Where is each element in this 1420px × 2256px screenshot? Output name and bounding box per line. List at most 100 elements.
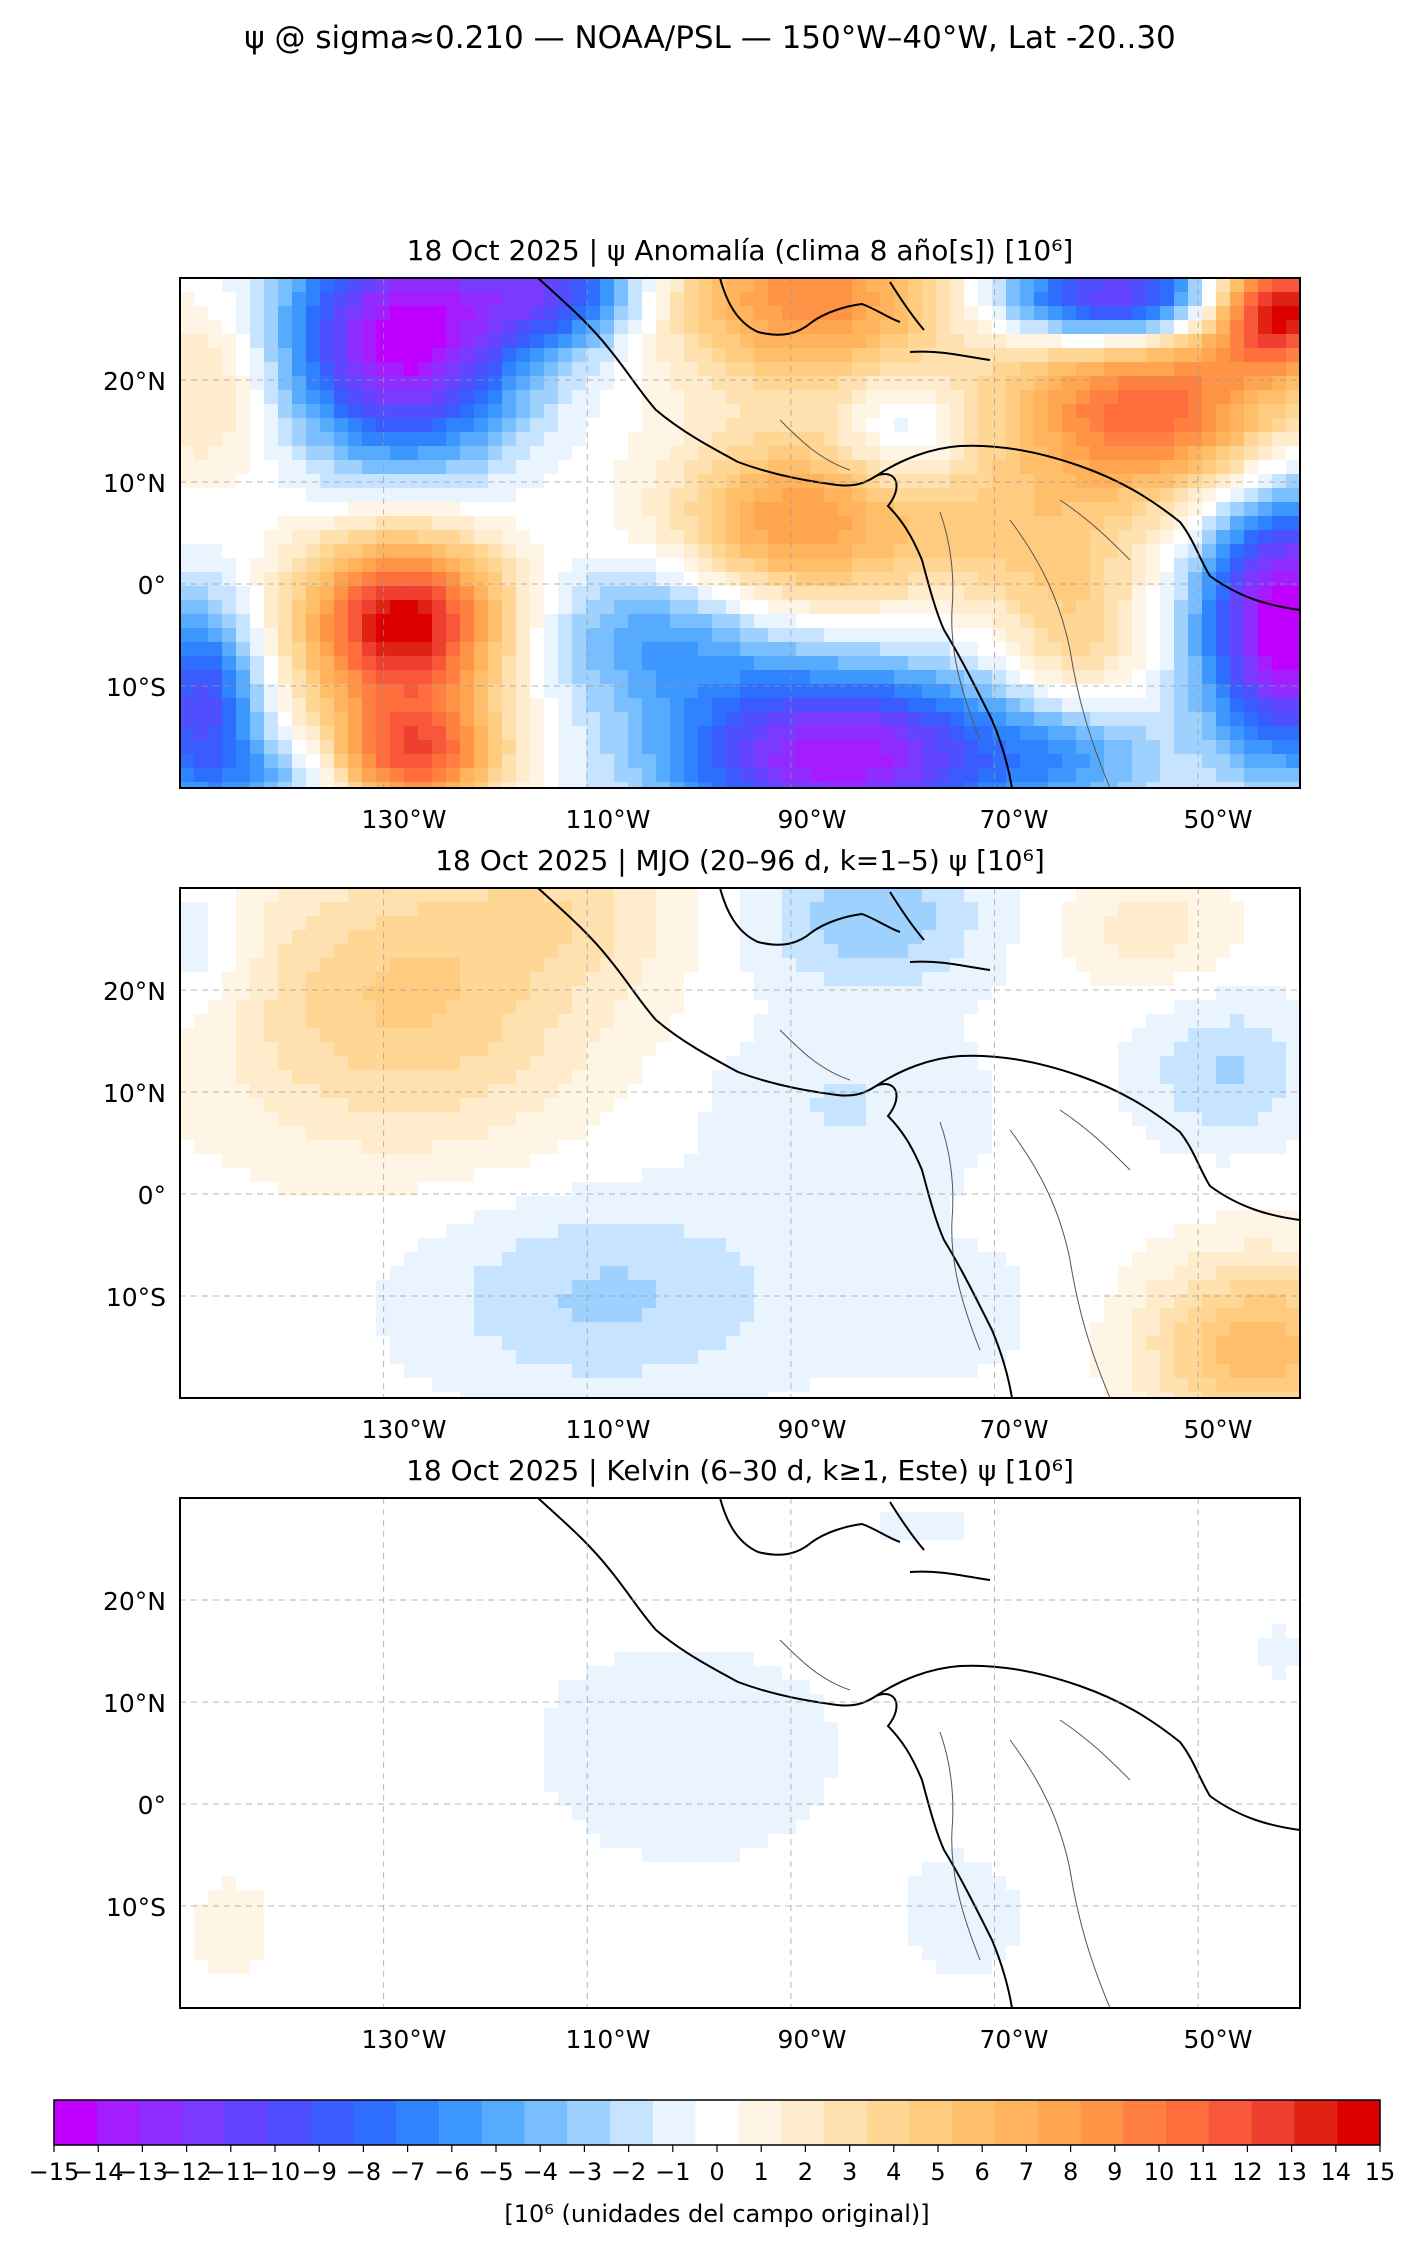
field-cell — [1048, 698, 1063, 713]
field-cell — [1076, 432, 1091, 447]
field-cell — [1286, 432, 1300, 447]
field-cell — [880, 1084, 895, 1099]
field-cell — [362, 1000, 377, 1015]
field-cell — [698, 530, 713, 545]
field-cell — [1202, 986, 1217, 1001]
field-cell — [278, 600, 293, 615]
field-cell — [250, 1070, 265, 1085]
field-cell — [446, 432, 461, 447]
field-cell — [292, 376, 307, 391]
field-cell — [1076, 698, 1091, 713]
field-cell — [474, 460, 489, 475]
field-cell — [516, 544, 531, 559]
field-cell — [950, 1168, 965, 1183]
field-cell — [222, 292, 237, 307]
field-cell — [964, 930, 979, 945]
field-cell — [236, 600, 251, 615]
field-cell — [1258, 768, 1273, 783]
field-cell — [908, 1224, 923, 1239]
field-cell — [936, 1196, 951, 1211]
field-cell — [320, 944, 335, 959]
field-cell — [614, 1000, 629, 1015]
field-cell — [586, 418, 601, 433]
field-cell — [320, 1196, 335, 1211]
field-cell — [670, 558, 685, 573]
field-cell — [992, 600, 1007, 615]
field-cell — [600, 1168, 615, 1183]
field-cell — [894, 1224, 909, 1239]
field-cell — [796, 558, 811, 573]
field-cell — [558, 726, 573, 741]
field-cell — [782, 488, 797, 503]
field-cell — [726, 916, 741, 931]
field-cell — [978, 292, 993, 307]
field-cell — [222, 306, 237, 321]
field-cell — [712, 642, 727, 657]
field-cell — [488, 1014, 503, 1029]
field-cell — [1118, 986, 1133, 1001]
field-cell — [796, 544, 811, 559]
field-cell — [348, 614, 363, 629]
field-cell — [614, 1070, 629, 1085]
field-cell — [208, 572, 223, 587]
field-cell — [1104, 1098, 1119, 1113]
field-cell — [236, 586, 251, 601]
field-cell — [1286, 320, 1300, 335]
field-cell — [474, 1112, 489, 1127]
field-cell — [418, 278, 433, 293]
field-cell — [810, 572, 825, 587]
field-cell — [642, 586, 657, 601]
field-cell — [600, 614, 615, 629]
field-cell — [446, 1196, 461, 1211]
field-cell — [992, 754, 1007, 769]
field-cell — [1020, 698, 1035, 713]
field-cell — [1034, 1070, 1049, 1085]
field-cell — [180, 1070, 195, 1085]
field-cell — [978, 656, 993, 671]
field-cell — [936, 698, 951, 713]
field-cell — [208, 972, 223, 987]
field-cell — [558, 516, 573, 531]
field-cell — [698, 726, 713, 741]
field-cell — [810, 1154, 825, 1169]
field-cell — [558, 642, 573, 657]
field-cell — [502, 1126, 517, 1141]
field-cell — [698, 348, 713, 363]
field-cell — [544, 1098, 559, 1113]
field-cell — [1216, 1154, 1231, 1169]
field-cell — [208, 628, 223, 643]
field-cell — [1118, 930, 1133, 945]
field-cell — [1146, 768, 1161, 783]
field-cell — [1118, 362, 1133, 377]
field-cell — [362, 1042, 377, 1057]
field-cell — [1202, 1154, 1217, 1169]
field-cell — [418, 754, 433, 769]
field-cell — [1188, 334, 1203, 349]
field-cell — [726, 600, 741, 615]
field-cell — [712, 684, 727, 699]
field-cell — [922, 1042, 937, 1057]
field-cell — [824, 432, 839, 447]
field-cell — [712, 474, 727, 489]
field-cell — [1174, 572, 1189, 587]
field-cell — [712, 1126, 727, 1141]
field-cell — [1104, 972, 1119, 987]
field-cell — [880, 768, 895, 783]
field-cell — [642, 726, 657, 741]
field-cell — [1188, 628, 1203, 643]
field-cell — [264, 726, 279, 741]
field-cell — [1090, 306, 1105, 321]
field-cell — [1090, 930, 1105, 945]
field-cell — [530, 572, 545, 587]
field-cell — [460, 1224, 475, 1239]
field-cell — [740, 544, 755, 559]
field-cell — [1188, 432, 1203, 447]
field-cell — [600, 376, 615, 391]
field-cell — [782, 754, 797, 769]
field-cell — [810, 986, 825, 1001]
field-cell — [544, 768, 559, 783]
field-cell — [740, 600, 755, 615]
field-cell — [1118, 376, 1133, 391]
field-cell — [740, 726, 755, 741]
field-cell — [1006, 1042, 1021, 1057]
